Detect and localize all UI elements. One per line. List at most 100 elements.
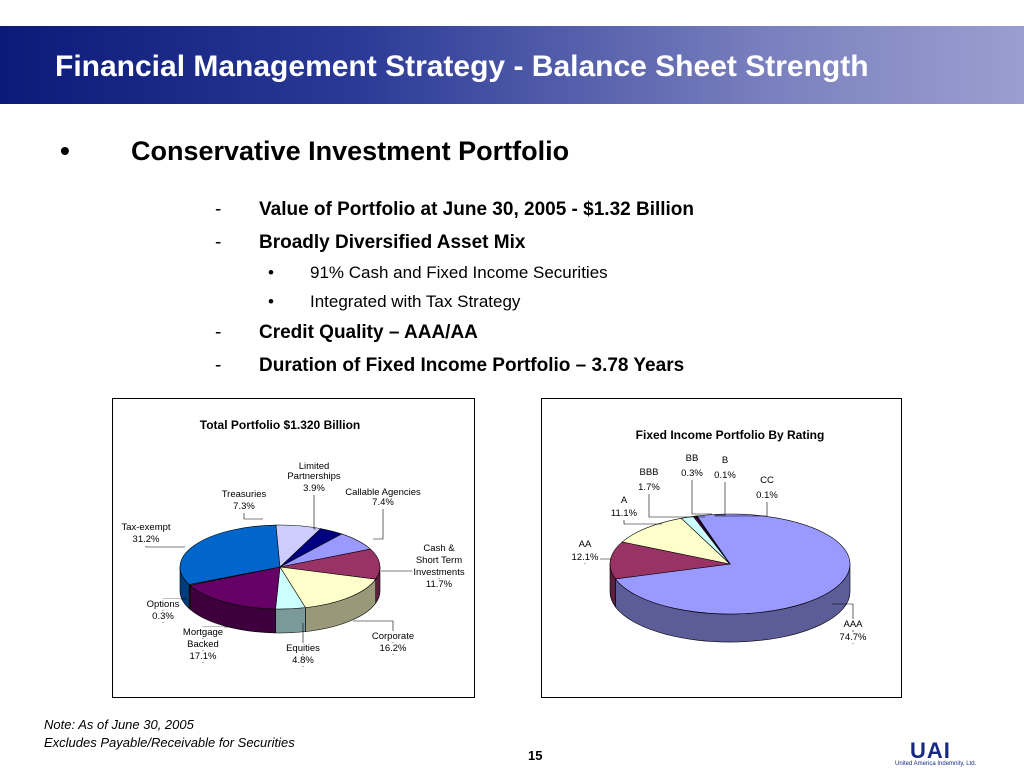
- label-background: [680, 468, 705, 479]
- subpoint-tax: Integrated with Tax Strategy: [310, 292, 521, 311]
- note-date: Note: As of June 30, 2005: [44, 717, 194, 732]
- label-background: [638, 467, 660, 478]
- point-asset-mix: Broadly Diversified Asset Mix: [259, 232, 526, 253]
- slice-label-mortgage-backed: Backed: [187, 639, 219, 650]
- label-background: [684, 453, 700, 464]
- chart-fixed-income-frame: Fixed Income Portfolio By Rating AAA 74.7%…: [541, 398, 902, 698]
- slice-label-callable-agencies: Callable Agencies: [345, 487, 421, 498]
- slice-value-cash-short-term-investments: 11.7%: [426, 579, 453, 590]
- company-logo-subtext: United America Indemnity, Ltd.: [895, 761, 977, 767]
- label-background: [302, 483, 327, 494]
- pie-slice-cash-short-term-investments: [279, 548, 381, 580]
- slice-label-limited-partnerships: Limited: [299, 461, 330, 472]
- label-background: [145, 599, 181, 610]
- subpoint-bullet: •: [268, 292, 274, 311]
- title-bar: [0, 26, 1024, 104]
- label-background: [637, 482, 662, 493]
- slice-label-cash-short-term-investments: Short Term: [416, 555, 462, 566]
- pie-slice-cc: [695, 515, 731, 565]
- label-background: [232, 501, 257, 512]
- label-background: [188, 651, 219, 662]
- label-background: [220, 489, 268, 500]
- slice-value-bb: 0.3%: [681, 468, 703, 479]
- slice-value-tax-exempt: 31.2%: [133, 534, 160, 545]
- leader-line: [715, 502, 768, 517]
- dash-symbol: -: [215, 232, 222, 253]
- pie-top: [179, 524, 381, 610]
- label-background: [291, 655, 316, 666]
- leader-line: [145, 546, 185, 548]
- label-background: [151, 611, 176, 622]
- slice-label-mortgage-backed: Mortgage: [183, 627, 223, 638]
- leader-line: [832, 603, 854, 644]
- label-background: [609, 508, 639, 519]
- label-background: [424, 579, 454, 590]
- leader-line: [623, 520, 662, 525]
- page-number: 15: [528, 748, 543, 763]
- slice-label-equities: Equities: [286, 643, 320, 654]
- leader-line: [313, 495, 316, 530]
- subpoint-cash: 91% Cash and Fixed Income Securities: [310, 263, 608, 282]
- pie-slice-tax-exempt: [179, 524, 281, 585]
- leader-line: [648, 494, 705, 518]
- slice-label-corporate: Corporate: [372, 631, 414, 642]
- pie-sides: [179, 566, 381, 634]
- slice-value-aa: 12.1%: [572, 552, 599, 563]
- dash-symbol: -: [215, 199, 222, 220]
- pie-slice-a: [621, 517, 731, 565]
- label-background: [759, 475, 775, 486]
- pie-slice-mortgage-backed: [189, 566, 281, 610]
- label-background: [186, 639, 220, 650]
- point-portfolio-value: Value of Portfolio at June 30, 2005 - $1…: [259, 199, 695, 220]
- dash-symbol: -: [215, 355, 222, 376]
- subpoint-bullet: •: [268, 263, 274, 282]
- chart-title: Total Portfolio $1.320 Billion: [200, 418, 360, 432]
- point-duration: Duration of Fixed Income Portfolio – 3.7…: [259, 355, 685, 376]
- leader-line: [243, 513, 263, 520]
- label-background: [414, 555, 464, 566]
- slice-value-options: 0.3%: [152, 611, 174, 622]
- chart-total-portfolio-frame: Total Portfolio $1.320 Billion Limited Par…: [112, 398, 475, 698]
- slice-value-cc: 0.1%: [756, 490, 778, 501]
- chart-title: Fixed Income Portfolio By Rating: [636, 428, 825, 442]
- slice-label-a: A: [621, 495, 628, 506]
- slice-label-bbb: BBB: [639, 467, 658, 478]
- leader-line: [373, 509, 384, 540]
- slice-label-bb: BB: [686, 453, 699, 464]
- label-background: [720, 455, 730, 466]
- slice-value-treasuries: 7.3%: [233, 501, 255, 512]
- pie-slice-treasuries: [275, 524, 322, 568]
- chart-total-portfolio: Total Portfolio $1.320 Billion LimitedPar…: [120, 418, 466, 667]
- pie-labels: AAA 74.7% AA 12.1% A 11.1% BBB 1.7% BB 0.3% B 0.1% C…: [570, 453, 869, 644]
- label-background: [619, 495, 629, 506]
- slice-label-limited-partnerships: Partnerships: [287, 471, 341, 482]
- slice-label-aa: AA: [579, 539, 592, 550]
- main-bullet-text: Conservative Investment Portfolio: [131, 136, 570, 166]
- label-background: [181, 627, 225, 638]
- slice-label-cc: CC: [760, 475, 774, 486]
- pie-side-equities: [275, 607, 306, 634]
- slice-label-treasuries: Treasuries: [222, 489, 267, 500]
- main-bullet-symbol: •: [60, 135, 70, 166]
- slice-value-mortgage-backed: 17.1%: [190, 651, 217, 662]
- slice-label-aaa: AAA: [843, 619, 863, 630]
- label-background: [842, 619, 865, 630]
- slice-label-tax-exempt: Tax-exempt: [121, 522, 170, 533]
- point-credit-quality: Credit Quality – AAA/AA: [259, 322, 478, 343]
- slice-value-aaa: 74.7%: [840, 632, 867, 643]
- label-background: [570, 552, 601, 563]
- company-logo: UAI: [910, 738, 951, 763]
- slice-value-bbb: 1.7%: [638, 482, 660, 493]
- chart-fixed-income: Fixed Income Portfolio By RatingAAA74.7%…: [570, 428, 869, 644]
- label-background: [713, 470, 738, 481]
- label-background: [371, 497, 396, 508]
- slice-value-callable-agencies: 7.4%: [372, 497, 394, 508]
- label-background: [755, 490, 780, 501]
- label-background: [286, 471, 342, 482]
- slice-label-options: Options: [147, 599, 180, 610]
- slice-value-corporate: 16.2%: [380, 643, 407, 654]
- pie-slice-aaa: [614, 513, 851, 615]
- leader-line: [714, 482, 726, 516]
- label-background: [370, 631, 416, 642]
